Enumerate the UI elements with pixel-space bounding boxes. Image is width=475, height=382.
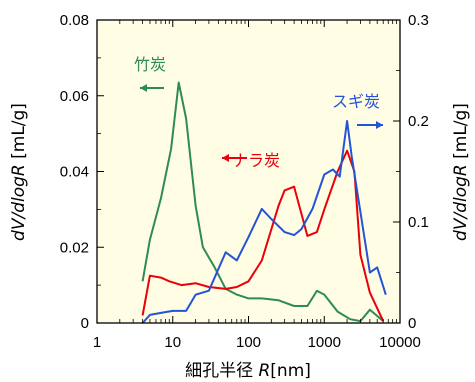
y-left-tick-label: 0.04 — [60, 164, 89, 181]
y-right-axis-title: dV/dlogR [mL/g] — [451, 103, 471, 241]
y-right-title-var: dV/dlogR — [451, 159, 471, 241]
series-line-0 — [141, 81, 384, 323]
x-tick-label: 10000 — [379, 334, 421, 351]
x-axis-title-var: R — [258, 361, 270, 381]
y-right-tick-label: 0.1 — [408, 214, 429, 231]
series-line-2 — [141, 120, 387, 324]
x-tick-label: 1 — [93, 334, 101, 351]
series-arrowhead-1 — [222, 154, 229, 162]
y-right-tick-label: 0.2 — [408, 113, 429, 130]
y-left-axis-title: dV/dlogR [mL/g] — [9, 103, 29, 241]
series-label-0: 竹炭 — [134, 55, 166, 74]
y-left-title-unit: [mL/g] — [9, 103, 29, 159]
y-left-title-var: dV/dlogR — [9, 159, 29, 241]
x-axis-title-text: 細孔半径 — [185, 361, 258, 381]
y-left-tick-label: 0 — [81, 315, 89, 332]
x-tick-label: 10 — [164, 334, 181, 351]
y-left-tick-label: 0.06 — [60, 88, 89, 105]
x-axis-title-unit: [nm] — [270, 361, 311, 381]
series-arrowhead-2 — [376, 121, 383, 129]
x-tick-label: 100 — [236, 334, 261, 351]
series-label-1: ナラ炭 — [232, 151, 280, 170]
y-right-tick-label: 0.3 — [408, 12, 429, 29]
series-label-2: スギ炭 — [332, 92, 380, 111]
series-line-1 — [141, 149, 385, 322]
y-left-tick-label: 0.08 — [60, 12, 89, 29]
plot-area — [97, 20, 400, 323]
y-right-title-unit: [mL/g] — [451, 103, 471, 159]
x-axis-title: 細孔半径 R[nm] — [185, 361, 311, 381]
x-tick-label: 1000 — [308, 334, 341, 351]
series-arrowhead-0 — [140, 84, 147, 92]
y-right-tick-label: 0 — [408, 315, 416, 332]
y-left-tick-label: 0.02 — [60, 239, 89, 256]
